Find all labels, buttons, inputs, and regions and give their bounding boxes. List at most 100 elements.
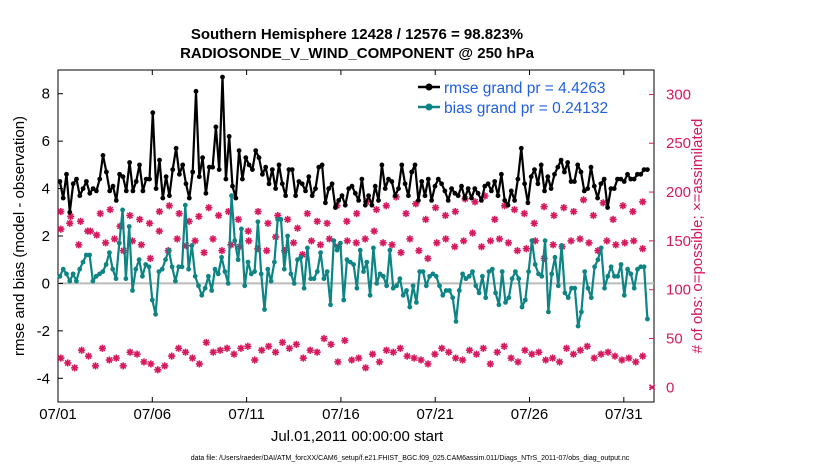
rmse-point [439,181,444,187]
rmse-point [173,145,179,151]
rmse-point [499,171,504,177]
obs-marker [209,235,217,243]
bias-point [410,283,416,289]
rmse-point [80,186,86,192]
rmse-point [193,88,199,94]
rmse-point [67,209,73,215]
bias-point [110,266,116,272]
obs-marker [78,346,86,354]
bias-point [232,238,238,244]
rmse-point [167,193,172,199]
obs-marker [522,245,530,253]
bias-point [268,278,274,284]
bias-point [357,247,363,253]
obs-marker [278,338,287,347]
obs-marker [334,358,342,366]
rmse-point [94,188,99,194]
rmse-point [140,188,146,194]
obs-marker [441,211,450,220]
rmse-point [319,162,325,168]
obs-marker [562,344,571,352]
rmse-point [250,167,255,173]
bias-point [328,302,333,308]
obs-marker [417,356,425,364]
bias-point [87,252,92,258]
obs-marker [603,237,611,245]
bias-point [506,295,512,301]
rmse-point [289,167,295,173]
x-tick-label: 07/01 [39,406,77,423]
obs-marker [396,344,404,352]
bias-point [173,278,178,284]
bias-point [407,304,413,310]
obs-marker [237,344,245,352]
bias-point [565,295,571,301]
obs-marker [306,346,314,354]
obs-marker [514,358,522,366]
rmse-point [555,164,561,170]
obs-marker [472,350,481,358]
obs-marker [424,360,432,368]
rmse-point [389,179,395,184]
rmse-point [641,167,647,173]
obs-marker [353,209,361,218]
bias-point [588,295,594,301]
obs-marker [362,364,370,372]
bias-point [476,290,482,296]
bias-point [199,292,205,298]
bias-point [559,243,564,248]
obs-marker [469,229,477,237]
rmse-point [369,202,375,208]
obs-marker [361,235,369,243]
obs-marker [452,354,460,362]
bias-point [631,285,637,291]
bias-point [503,300,508,305]
rmse-point [631,176,637,182]
bias-point [453,319,459,324]
obs-marker [479,344,487,352]
bias-point [169,264,175,270]
bias-point [361,269,366,274]
rmse-point [226,134,232,139]
rmse-point [346,186,352,192]
bias-point [489,266,495,272]
obs-marker [165,202,173,210]
chart-subtitle: RADIOSONDE_V_WIND_COMPONENT @ 250 hPa [180,45,535,62]
rmse-point [123,188,129,194]
rmse-point [326,186,332,192]
rmse-point [269,167,275,173]
rmse-point [435,176,441,182]
rmse-point [512,198,517,203]
bias-point [347,259,353,265]
rmse-point [638,171,644,177]
rmse-point [618,176,624,182]
bias-point [536,271,541,277]
bias-point [443,288,449,293]
obs-marker [71,364,79,372]
bias-point [605,273,611,279]
bias-point [67,278,73,284]
rmse-point [449,186,454,192]
y-right-tick-label: 150 [666,233,691,250]
rmse-point [150,110,156,116]
bias-point [641,264,647,270]
rmse-point [210,164,216,170]
rmse-point [372,183,378,189]
bias-point [123,276,129,282]
rmse-point [552,171,557,177]
bias-point [575,323,581,329]
obs-marker [258,346,266,354]
rmse-point [130,188,136,194]
obs-marker [218,247,226,255]
obs-marker [549,354,557,362]
y-right-tick-label: 0 [666,379,674,396]
rmse-point [425,176,431,182]
obs-marker [589,211,597,220]
rmse-point [323,200,328,206]
obs-marker [513,247,521,255]
bias-point [179,264,185,270]
y-right-tick-label: 200 [666,184,691,201]
x-axis: 07/01 07/06 07/11 07/16 07/21 07/26 07/31 [39,70,643,423]
obs-marker [424,254,432,263]
